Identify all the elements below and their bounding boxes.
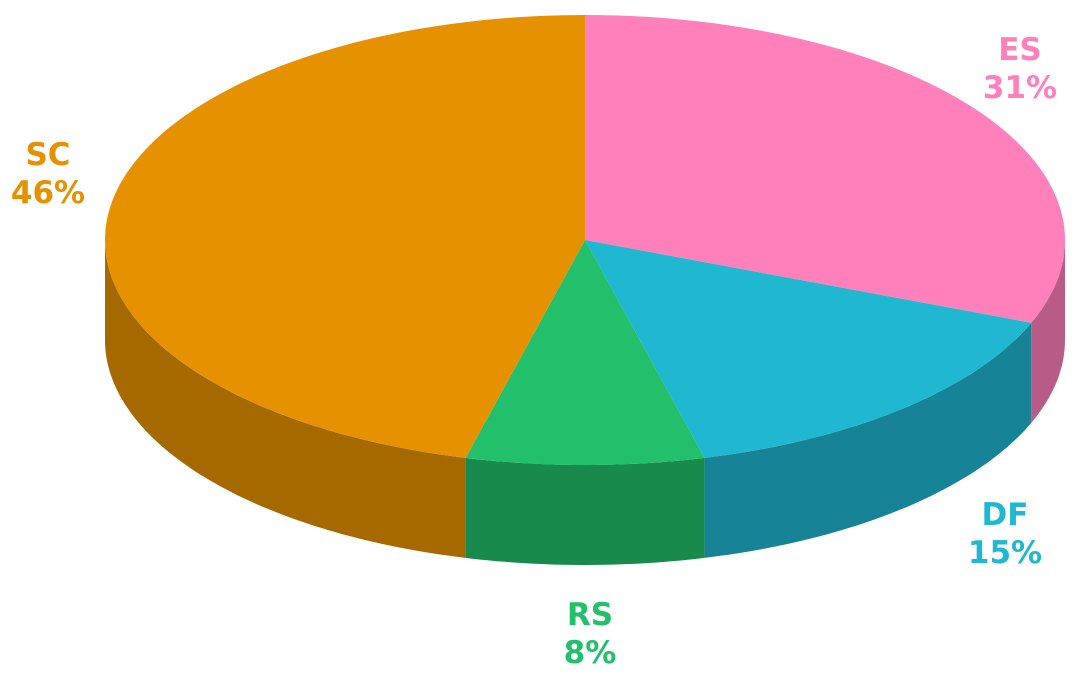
category-label: SC (25, 137, 70, 173)
slice (585, 15, 1065, 323)
slice-label: SC 46% (11, 137, 85, 211)
slice-side (1031, 240, 1065, 423)
slice-label: DF 15% (968, 497, 1042, 571)
value-label: 8% (564, 635, 617, 671)
slice-label: ES 31% (983, 32, 1057, 106)
value-label: 31% (983, 70, 1057, 106)
slice-label: RS 8% (564, 597, 617, 671)
category-label: DF (982, 497, 1029, 533)
category-label: RS (567, 597, 613, 633)
slice-side (465, 457, 705, 565)
slice (465, 240, 705, 466)
value-label: 15% (968, 535, 1042, 571)
slice (104, 14, 585, 458)
slice (585, 240, 1032, 458)
value-label: 46% (11, 175, 85, 211)
category-label: ES (998, 32, 1042, 68)
slice-side (704, 322, 1032, 558)
slice-side (105, 240, 466, 558)
